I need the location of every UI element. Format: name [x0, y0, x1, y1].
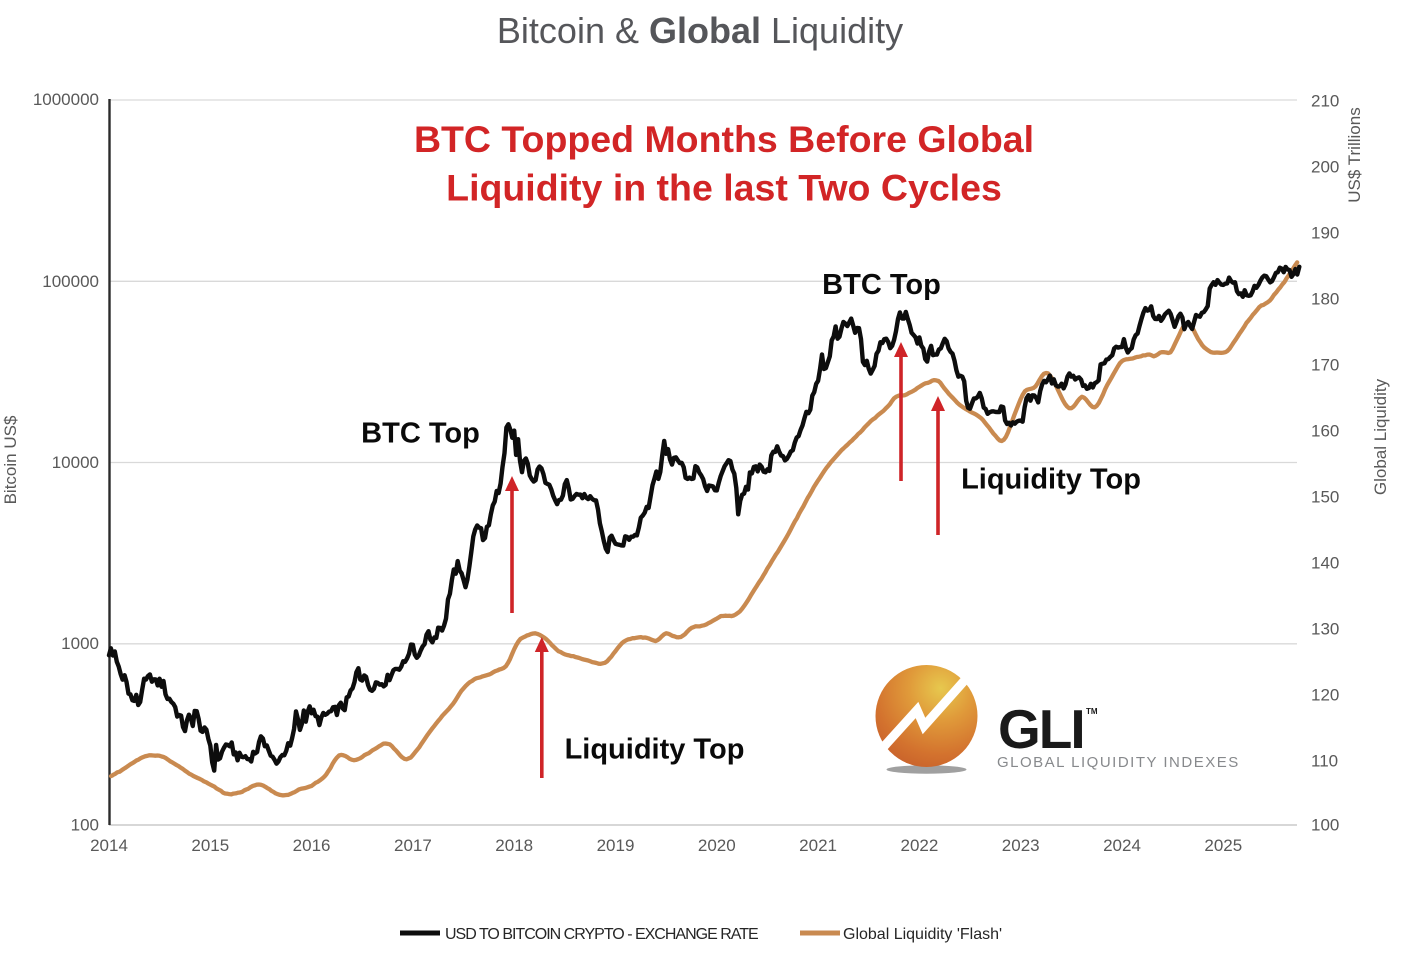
svg-text:Global Liquidity 'Flash': Global Liquidity 'Flash': [843, 926, 1002, 943]
svg-text:2014: 2014: [90, 836, 128, 855]
svg-text:1000: 1000: [61, 634, 99, 653]
svg-text:100000: 100000: [42, 272, 99, 291]
svg-text:Bitcoin US$: Bitcoin US$: [1, 415, 20, 504]
svg-text:170: 170: [1311, 356, 1339, 375]
svg-text:2024: 2024: [1103, 836, 1141, 855]
svg-text:2025: 2025: [1204, 836, 1242, 855]
svg-text:GLI: GLI: [998, 698, 1084, 760]
svg-text:100: 100: [71, 816, 99, 835]
svg-text:210: 210: [1311, 92, 1339, 111]
svg-text:Liquidity in the last Two Cycl: Liquidity in the last Two Cycles: [446, 167, 1002, 209]
svg-text:1000000: 1000000: [33, 90, 99, 109]
svg-text:120: 120: [1311, 686, 1339, 705]
svg-text:180: 180: [1311, 290, 1339, 309]
svg-text:2019: 2019: [597, 836, 635, 855]
svg-text:Liquidity Top: Liquidity Top: [961, 464, 1141, 496]
svg-text:2021: 2021: [799, 836, 837, 855]
svg-text:110: 110: [1311, 752, 1338, 771]
svg-text:USD TO BITCOIN CRYPTO - EXCHAN: USD TO BITCOIN CRYPTO - EXCHANGE RATE: [445, 926, 758, 943]
svg-text:190: 190: [1311, 224, 1339, 243]
svg-text:2020: 2020: [698, 836, 736, 855]
svg-text:2023: 2023: [1002, 836, 1040, 855]
svg-text:150: 150: [1311, 488, 1339, 507]
svg-text:160: 160: [1311, 422, 1339, 441]
svg-text:2022: 2022: [900, 836, 938, 855]
svg-text:GLOBAL LIQUIDITY INDEXES: GLOBAL LIQUIDITY INDEXES: [997, 754, 1240, 771]
svg-text:10000: 10000: [52, 453, 99, 472]
svg-text:Global Liquidity: Global Liquidity: [1371, 378, 1390, 495]
svg-text:TM: TM: [1086, 707, 1098, 716]
svg-text:130: 130: [1311, 620, 1339, 639]
svg-text:200: 200: [1311, 158, 1339, 177]
svg-text:2017: 2017: [394, 836, 432, 855]
svg-text:Liquidity Top: Liquidity Top: [565, 734, 745, 766]
svg-text:BTC Top: BTC Top: [822, 269, 941, 301]
svg-text:BTC Top: BTC Top: [361, 418, 480, 450]
svg-text:2015: 2015: [191, 836, 229, 855]
svg-text:US$ Trillions: US$ Trillions: [1345, 107, 1364, 202]
svg-text:100: 100: [1311, 816, 1339, 835]
svg-text:BTC Topped Months Before Globa: BTC Topped Months Before Global: [414, 118, 1034, 160]
svg-text:2018: 2018: [495, 836, 533, 855]
svg-text:140: 140: [1311, 554, 1339, 573]
svg-text:2016: 2016: [293, 836, 331, 855]
svg-text:Bitcoin & Global Liquidity: Bitcoin & Global Liquidity: [497, 10, 903, 51]
